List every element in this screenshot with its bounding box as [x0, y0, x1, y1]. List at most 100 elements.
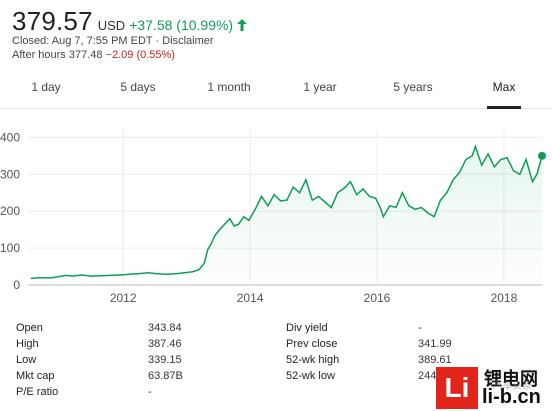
- stat-label: 52-wk high: [286, 354, 340, 366]
- price-chart: 0 100 200 300 400 2012 2014 2016 2018: [0, 130, 546, 305]
- data-point: [109, 274, 112, 277]
- data-point: [375, 197, 377, 199]
- data-point: [531, 181, 534, 183]
- stat-label: Mkt cap: [16, 370, 55, 382]
- after-hours-price: After hours 377.48: [12, 49, 106, 61]
- range-tabs: 1 day 5 days 1 month 1 year 5 years Max: [0, 68, 552, 109]
- data-point: [210, 243, 212, 246]
- after-hours-status: After hours 377.48 −2.09 (0.55%): [12, 48, 542, 62]
- data-point: [330, 206, 332, 209]
- data-point: [286, 199, 288, 201]
- data-point: [324, 201, 326, 203]
- data-point: [233, 225, 235, 227]
- quote-header: 379.57 USD +37.58 (10.99%) Closed: Aug 7…: [12, 6, 542, 62]
- data-point: [401, 192, 403, 194]
- data-point: [395, 206, 397, 209]
- data-point: [176, 272, 178, 275]
- tab-1-month[interactable]: 1 month: [207, 80, 251, 94]
- data-point: [343, 187, 345, 189]
- data-point: [408, 205, 410, 207]
- stat-label: High: [16, 338, 39, 350]
- watermark-title: 锂电网: [484, 369, 538, 389]
- data-point: [219, 229, 221, 231]
- data-point: [167, 273, 169, 275]
- data-point: [273, 193, 275, 196]
- stat-pe-ratio: P/E ratio -: [16, 384, 276, 400]
- tab-max[interactable]: Max: [481, 68, 527, 109]
- stat-value: 339.15: [148, 354, 182, 366]
- up-arrow-icon: [237, 18, 248, 36]
- y-tick-label: 100: [0, 241, 20, 255]
- stat-label: Low: [16, 354, 37, 366]
- data-point: [100, 275, 102, 277]
- stat-low: Low 339.15: [16, 352, 276, 368]
- data-point: [458, 171, 461, 174]
- data-point: [147, 272, 150, 274]
- data-point: [206, 249, 209, 251]
- stat-value: 387.46: [148, 338, 182, 350]
- data-point: [65, 274, 67, 277]
- x-tick-label: 2012: [110, 291, 137, 305]
- disclaimer-link[interactable]: Disclaimer: [162, 35, 214, 47]
- y-tick-label: 300: [0, 167, 20, 181]
- tab-5-days[interactable]: 5 days: [120, 80, 156, 94]
- data-point: [414, 208, 416, 210]
- watermark-logo-box: Li: [436, 367, 478, 409]
- data-point: [487, 153, 489, 155]
- stat-value: 341.99: [418, 338, 452, 350]
- data-point: [49, 277, 51, 279]
- data-point: [260, 195, 263, 198]
- data-point: [138, 272, 140, 275]
- data-point: [40, 277, 42, 279]
- price-change: +37.58 (10.99%): [129, 17, 234, 33]
- data-point: [481, 164, 483, 166]
- watermark-faint-text: 汽车头条: [492, 381, 532, 392]
- stat-high: High 387.46: [16, 336, 276, 352]
- tab-5-years[interactable]: 5 years: [393, 80, 433, 94]
- tab-1-day[interactable]: 1 day: [31, 80, 61, 94]
- x-tick-label: 2016: [364, 291, 391, 305]
- data-point: [203, 262, 206, 264]
- data-point: [157, 273, 159, 275]
- price-area: [31, 146, 542, 285]
- data-point: [337, 192, 339, 194]
- site-watermark-logo: Li 锂电网 汽车头条 li-b.cn: [436, 365, 552, 411]
- y-tick-label: 400: [0, 130, 20, 144]
- currency-label: USD: [97, 18, 126, 33]
- data-point: [305, 179, 307, 181]
- data-point: [465, 158, 467, 161]
- data-point: [452, 179, 454, 181]
- data-point: [128, 273, 131, 275]
- stat-open: Open 343.84: [16, 320, 276, 336]
- data-point: [506, 157, 508, 159]
- tab-1-year[interactable]: 1 year: [303, 80, 337, 94]
- data-point: [368, 195, 370, 198]
- data-point: [198, 268, 200, 271]
- data-point: [439, 199, 442, 201]
- data-point: [229, 217, 231, 220]
- x-tick-label: 2018: [491, 291, 518, 305]
- data-point: [427, 212, 429, 214]
- data-point: [59, 275, 61, 278]
- data-point: [500, 158, 502, 161]
- x-tick-label: 2014: [237, 291, 264, 305]
- stat-label: P/E ratio: [16, 386, 59, 398]
- stat-label: Prev close: [286, 338, 338, 350]
- data-point: [119, 274, 121, 276]
- stat-mkt-cap: Mkt cap 63.87B: [16, 368, 276, 384]
- data-point: [382, 216, 384, 218]
- data-point: [186, 271, 188, 274]
- closed-time: Closed: Aug 7, 7:55 PM EDT ·: [12, 35, 163, 47]
- data-point: [243, 216, 245, 218]
- data-point: [279, 200, 282, 202]
- data-point: [238, 223, 240, 225]
- data-point: [471, 155, 473, 157]
- data-point: [362, 188, 364, 190]
- stat-value: -: [148, 386, 152, 398]
- data-point: [311, 199, 313, 201]
- after-hours-change: −2.09 (0.55%): [105, 49, 175, 61]
- data-point: [318, 195, 320, 198]
- stat-value: -: [418, 322, 422, 334]
- data-point: [254, 208, 256, 210]
- stat-label: 52-wk low: [286, 370, 335, 382]
